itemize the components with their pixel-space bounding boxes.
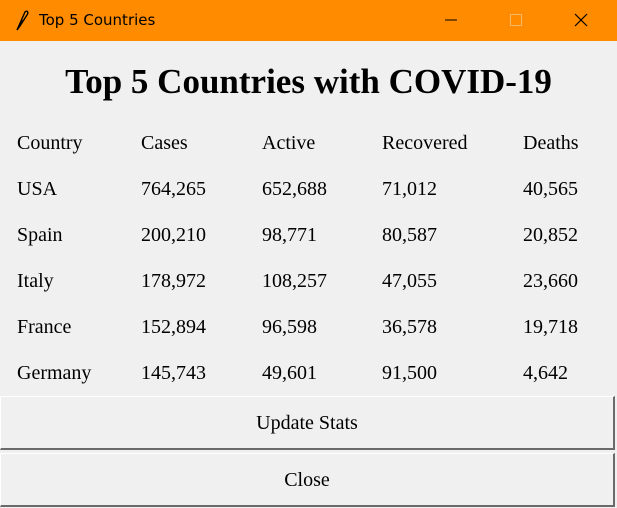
minimize-button[interactable]	[428, 0, 474, 41]
table-cell-recovered: 80,587	[382, 224, 437, 246]
table-cell-deaths: 23,660	[523, 270, 578, 292]
table-cell-cases: 178,972	[141, 270, 206, 292]
column-header-active: Active	[262, 132, 316, 154]
column-header-country: Country	[17, 132, 83, 154]
table-cell-active: 49,601	[262, 362, 317, 384]
window-title: Top 5 Countries	[39, 11, 156, 29]
table-cell-active: 96,598	[262, 316, 317, 338]
table-cell-cases: 764,265	[141, 178, 206, 200]
close-button[interactable]: Close	[0, 453, 615, 507]
window-close-button[interactable]	[558, 0, 604, 41]
table-cell-cases: 200,210	[141, 224, 206, 246]
table-cell-deaths: 40,565	[523, 178, 578, 200]
table-cell-country: Spain	[17, 224, 63, 246]
close-icon	[574, 13, 588, 27]
column-header-recovered: Recovered	[382, 132, 468, 154]
column-header-cases: Cases	[141, 132, 188, 154]
column-header-deaths: Deaths	[523, 132, 579, 154]
maximize-button	[493, 0, 539, 41]
table-cell-cases: 145,743	[141, 362, 206, 384]
title-bar[interactable]: Top 5 Countries	[0, 0, 617, 41]
feather-icon	[14, 9, 30, 31]
table-cell-active: 652,688	[262, 178, 327, 200]
table-cell-deaths: 4,642	[523, 362, 568, 384]
table-cell-country: Germany	[17, 362, 92, 384]
table-cell-country: France	[17, 316, 72, 338]
minimize-icon	[445, 19, 457, 21]
table-cell-deaths: 19,718	[523, 316, 578, 338]
maximize-icon	[510, 14, 522, 26]
table-cell-country: USA	[17, 178, 58, 200]
update-stats-button[interactable]: Update Stats	[0, 396, 615, 450]
table-cell-recovered: 36,578	[382, 316, 437, 338]
stats-table: Country Cases Active Recovered Deaths US…	[17, 128, 607, 404]
table-cell-recovered: 71,012	[382, 178, 437, 200]
table-cell-active: 108,257	[262, 270, 327, 292]
table-cell-recovered: 91,500	[382, 362, 437, 384]
page-title: Top 5 Countries with COVID-19	[65, 62, 552, 101]
table-cell-recovered: 47,055	[382, 270, 437, 292]
table-cell-deaths: 20,852	[523, 224, 578, 246]
table-cell-active: 98,771	[262, 224, 317, 246]
table-cell-cases: 152,894	[141, 316, 206, 338]
table-cell-country: Italy	[17, 270, 54, 292]
